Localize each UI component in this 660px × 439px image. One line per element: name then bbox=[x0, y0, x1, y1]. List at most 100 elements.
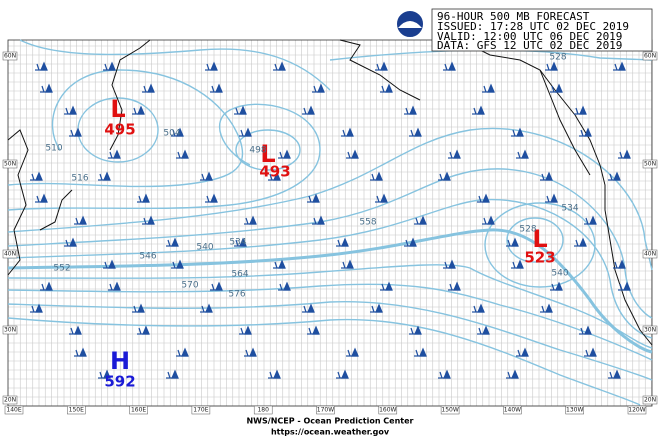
barb-flag bbox=[249, 347, 257, 357]
barb-flag bbox=[74, 127, 82, 137]
barb-feather bbox=[109, 283, 113, 291]
barb-flag bbox=[409, 105, 417, 115]
barb-flag bbox=[555, 281, 563, 291]
wind-barb bbox=[273, 259, 286, 269]
barb-feather bbox=[240, 129, 244, 137]
barb-feather bbox=[75, 217, 79, 225]
barb-flag bbox=[244, 325, 252, 335]
lat-label: 20N bbox=[4, 397, 16, 404]
contour-label: 534 bbox=[561, 204, 578, 214]
wind-barb bbox=[579, 325, 592, 335]
barb-feather bbox=[444, 63, 448, 71]
wind-barb bbox=[69, 127, 82, 137]
wind-barb bbox=[30, 303, 43, 313]
barb-feather bbox=[449, 283, 453, 291]
wind-barb bbox=[443, 259, 456, 269]
barb-flag bbox=[137, 303, 145, 313]
wind-barb bbox=[171, 127, 184, 137]
barb-flag bbox=[283, 281, 291, 291]
barb-feather bbox=[376, 195, 380, 203]
wind-barb bbox=[234, 237, 247, 247]
barb-flag bbox=[312, 325, 320, 335]
barb-feather bbox=[245, 217, 249, 225]
barb-flag bbox=[414, 325, 422, 335]
wind-barb bbox=[370, 171, 383, 181]
wind-barb bbox=[103, 61, 116, 71]
wind-barb bbox=[205, 61, 218, 71]
wind-barb bbox=[137, 325, 150, 335]
lon-label-box bbox=[316, 405, 335, 415]
barb-flag bbox=[521, 347, 529, 357]
barb-feather bbox=[512, 261, 516, 269]
barb-feather bbox=[133, 107, 137, 115]
wind-barb bbox=[268, 369, 281, 379]
barb-feather bbox=[65, 107, 69, 115]
header-line: ISSUED: 17:28 UTC 02 DEC 2019 bbox=[437, 20, 629, 33]
barb-feather bbox=[206, 195, 210, 203]
barb-flag bbox=[589, 215, 597, 225]
wind-barbs bbox=[30, 61, 631, 379]
barb-feather bbox=[614, 261, 618, 269]
wind-barb bbox=[550, 83, 563, 93]
wind-barb bbox=[516, 149, 529, 159]
barb-flag bbox=[550, 61, 558, 71]
barb-feather bbox=[70, 327, 74, 335]
barb-feather bbox=[104, 261, 108, 269]
wind-barb bbox=[341, 259, 354, 269]
barb-feather bbox=[405, 107, 409, 115]
barb-flag bbox=[584, 325, 592, 335]
wind-barb bbox=[448, 281, 461, 291]
barb-flag bbox=[74, 325, 82, 335]
barb-feather bbox=[609, 371, 613, 379]
barb-feather bbox=[41, 85, 45, 93]
wind-barb bbox=[205, 193, 218, 203]
barb-flag bbox=[79, 347, 87, 357]
barb-feather bbox=[507, 239, 511, 247]
header-line: VALID: 12:00 UTC 06 DEC 2019 bbox=[437, 30, 622, 43]
wind-barb bbox=[375, 61, 388, 71]
lon-label-box bbox=[191, 405, 211, 415]
wind-barb bbox=[380, 281, 393, 291]
barb-feather bbox=[342, 261, 346, 269]
lat-label: 40N bbox=[644, 251, 656, 258]
contour bbox=[7, 283, 653, 361]
wind-barb bbox=[414, 347, 427, 357]
barb-feather bbox=[308, 327, 312, 335]
wind-barb bbox=[346, 347, 359, 357]
barb-flag bbox=[579, 237, 587, 247]
barb-feather bbox=[347, 151, 351, 159]
lon-label: 140E bbox=[6, 407, 21, 414]
barb-flag bbox=[419, 215, 427, 225]
barb-feather bbox=[138, 195, 142, 203]
barb-flag bbox=[409, 237, 417, 247]
barb-feather bbox=[342, 129, 346, 137]
barb-feather bbox=[575, 239, 579, 247]
barb-flag bbox=[205, 171, 213, 181]
barb-flag bbox=[545, 303, 553, 313]
wind-barb bbox=[171, 259, 184, 269]
barb-flag bbox=[69, 105, 77, 115]
barb-feather bbox=[109, 151, 113, 159]
coastline bbox=[39, 189, 73, 231]
coastline bbox=[109, 39, 151, 151]
barb-flag bbox=[210, 61, 218, 71]
wind-barb bbox=[74, 347, 87, 357]
lat-label-box bbox=[2, 249, 18, 259]
lon-label-box bbox=[565, 405, 584, 415]
wind-barb bbox=[210, 281, 223, 291]
barb-feather bbox=[31, 305, 35, 313]
barb-feather bbox=[240, 327, 244, 335]
wind-barb bbox=[511, 259, 524, 269]
wind-barb bbox=[443, 61, 456, 71]
wind-barb bbox=[176, 149, 189, 159]
barb-flag bbox=[142, 193, 150, 203]
lat-label: 20N bbox=[644, 397, 656, 404]
barb-flag bbox=[346, 127, 354, 137]
center-value: 592 bbox=[104, 373, 135, 391]
wind-barb bbox=[613, 259, 626, 269]
barb-flag bbox=[278, 61, 286, 71]
barb-flag bbox=[623, 281, 631, 291]
wind-barb bbox=[574, 105, 587, 115]
header: 96-HOUR 500 MB FORECAST ISSUED: 17:28 UT… bbox=[395, 8, 653, 52]
barb-feather bbox=[473, 305, 477, 313]
